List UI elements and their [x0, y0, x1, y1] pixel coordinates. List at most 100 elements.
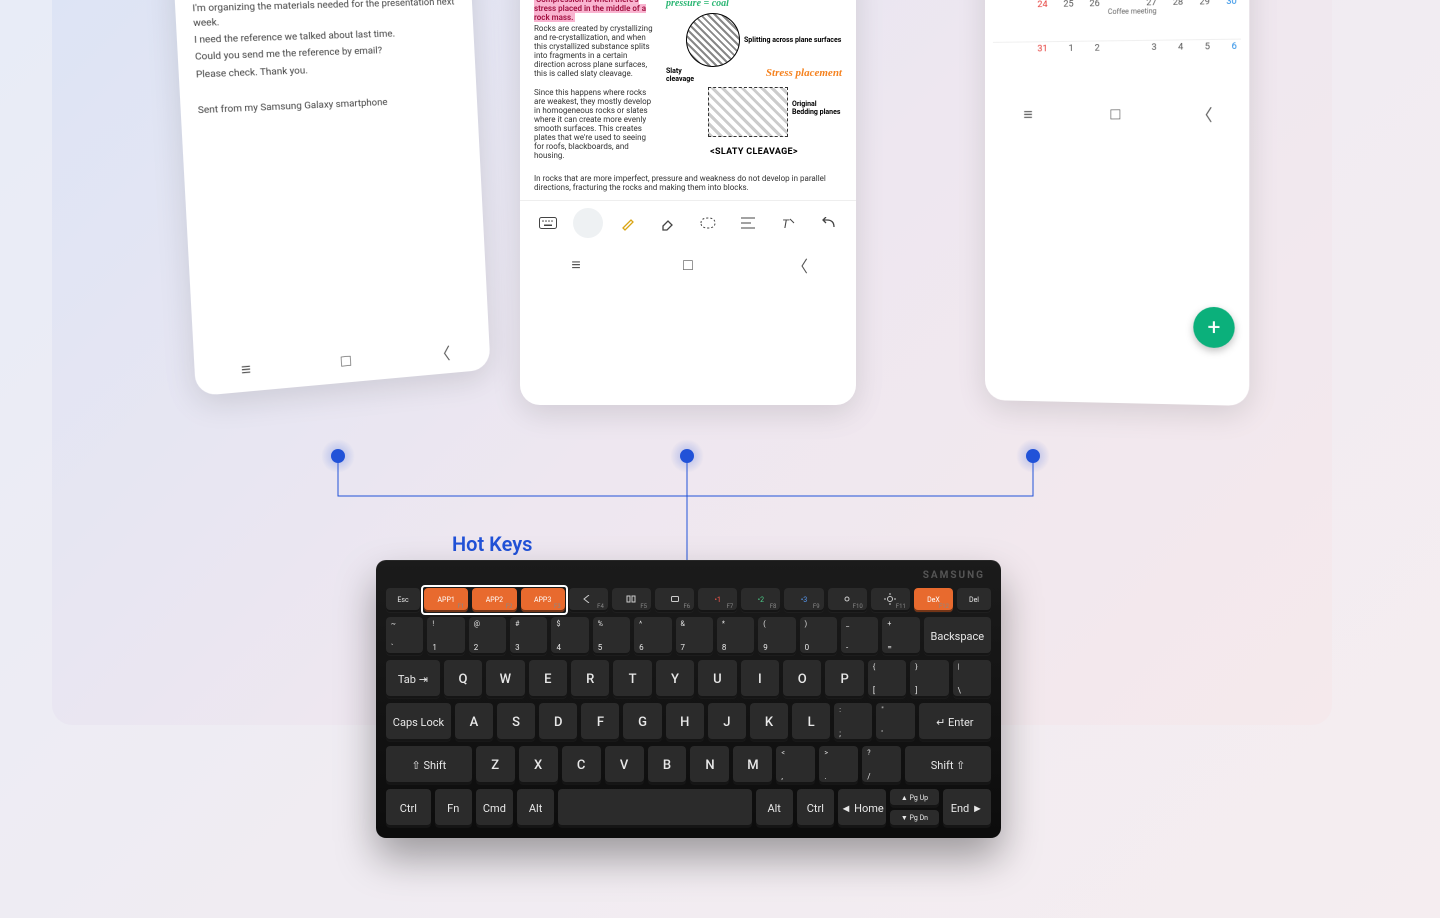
key-alt[interactable]: Alt	[756, 789, 793, 827]
key-r[interactable]: R	[571, 660, 609, 698]
key--3[interactable]: •3F9	[784, 588, 823, 612]
key-w[interactable]: W	[486, 660, 524, 698]
key[interactable]: !1	[427, 617, 464, 655]
key[interactable]: F11	[871, 588, 910, 612]
key-ctrl[interactable]: Ctrl	[386, 789, 431, 827]
calendar-cell[interactable]: 24	[993, 0, 1052, 42]
key-ctrl[interactable]: Ctrl	[797, 789, 834, 827]
key-c[interactable]: C	[562, 746, 601, 784]
calendar-cell[interactable]: 25	[1052, 0, 1078, 41]
calendar-cell[interactable]: 29	[1187, 0, 1214, 39]
key-o[interactable]: O	[783, 660, 821, 698]
key[interactable]: F6	[655, 588, 694, 612]
key-tab-[interactable]: Tab ⇥	[386, 660, 440, 698]
key-alt[interactable]: Alt	[517, 789, 554, 827]
key-a[interactable]: A	[455, 703, 493, 741]
key[interactable]: F5	[612, 588, 651, 612]
recents-icon[interactable]: ≡	[1019, 106, 1037, 124]
key[interactable]: +=	[882, 617, 919, 655]
calendar-cell[interactable]: 28	[1161, 0, 1188, 40]
key--enter[interactable]: ↵ Enter	[919, 703, 991, 741]
key[interactable]: _-	[841, 617, 878, 655]
key[interactable]: @2	[469, 617, 506, 655]
key[interactable]: "'	[876, 703, 914, 741]
key[interactable]: :;	[834, 703, 872, 741]
calendar-cell[interactable]: 27	[1104, 0, 1161, 40]
key-fn[interactable]: Fn	[435, 789, 472, 827]
key-cmd[interactable]: Cmd	[476, 789, 513, 827]
key[interactable]: )0	[800, 617, 837, 655]
tool-eraser-icon[interactable]	[653, 208, 683, 238]
recents-icon[interactable]: ≡	[567, 256, 585, 274]
key-esc[interactable]: Esc	[386, 588, 420, 612]
key[interactable]: <,	[776, 746, 815, 784]
key-h[interactable]: H	[666, 703, 704, 741]
key[interactable]: >.	[819, 746, 858, 784]
tool-text-icon[interactable]: T	[773, 208, 803, 238]
key[interactable]: ?/	[862, 746, 901, 784]
key-k[interactable]: K	[750, 703, 788, 741]
key-app2[interactable]: APP2F2	[472, 588, 516, 612]
calendar-fab-button[interactable]: +	[1193, 307, 1234, 349]
key[interactable]: ^6	[634, 617, 671, 655]
key[interactable]: ~`	[386, 617, 423, 655]
key-v[interactable]: V	[605, 746, 644, 784]
key[interactable]: %5	[593, 617, 630, 655]
calendar-cell[interactable]: 5	[1187, 39, 1214, 84]
key-q[interactable]: Q	[444, 660, 482, 698]
key-e[interactable]: E	[529, 660, 567, 698]
key[interactable]: &7	[676, 617, 713, 655]
key-del[interactable]: Del	[957, 588, 991, 612]
calendar-cell[interactable]: 31	[993, 41, 1052, 86]
home-icon[interactable]: □	[1106, 105, 1124, 123]
tool-lasso-icon[interactable]	[693, 208, 723, 238]
key-backspace[interactable]: Backspace	[924, 617, 991, 655]
calendar-cell[interactable]: 1	[1052, 41, 1078, 86]
back-icon[interactable]: 〈	[1195, 104, 1214, 123]
key-x[interactable]: X	[519, 746, 558, 784]
recents-icon[interactable]: ≡	[236, 360, 256, 380]
key--shift[interactable]: ⇧ Shift	[386, 746, 472, 784]
key-g[interactable]: G	[623, 703, 661, 741]
key-j[interactable]: J	[708, 703, 746, 741]
key-s[interactable]: S	[497, 703, 535, 741]
back-icon[interactable]: 〈	[791, 256, 809, 274]
key[interactable]: }]	[910, 660, 948, 698]
key[interactable]: {[	[868, 660, 906, 698]
key-l[interactable]: L	[792, 703, 830, 741]
key-f[interactable]: F	[581, 703, 619, 741]
key-u[interactable]: U	[698, 660, 736, 698]
key-dex[interactable]: DeXF12	[914, 588, 953, 612]
calendar-cell[interactable]: 4	[1161, 39, 1188, 84]
key-end-[interactable]: End ►	[943, 789, 991, 827]
calendar-grid[interactable]: 17Emily's Birthday!Yoga181920LunchCoffee…	[993, 0, 1241, 86]
calendar-cell[interactable]: 3	[1104, 40, 1161, 85]
home-icon[interactable]: □	[679, 256, 697, 274]
key[interactable]: |\	[953, 660, 991, 698]
key--1[interactable]: •1F7	[698, 588, 737, 612]
key-z[interactable]: Z	[476, 746, 515, 784]
calendar-cell[interactable]: 2	[1078, 40, 1104, 85]
key[interactable]: #3	[510, 617, 547, 655]
key[interactable]	[558, 789, 751, 827]
calendar-cell[interactable]: 26	[1078, 0, 1104, 41]
tool-keyboard-icon[interactable]	[533, 208, 563, 238]
key[interactable]: *8	[717, 617, 754, 655]
calendar-cell[interactable]: 30	[1214, 0, 1241, 39]
back-icon[interactable]: 〈	[433, 343, 452, 363]
tool-highlighter-icon[interactable]	[613, 208, 643, 238]
tool-align-icon[interactable]	[733, 208, 763, 238]
key[interactable]: (9	[758, 617, 795, 655]
tool-undo-icon[interactable]	[813, 208, 843, 238]
key-n[interactable]: N	[690, 746, 729, 784]
tool-pen-icon[interactable]	[573, 208, 603, 238]
key-y[interactable]: Y	[656, 660, 694, 698]
key--2[interactable]: •2F8	[741, 588, 780, 612]
key-t[interactable]: T	[613, 660, 651, 698]
key[interactable]: F10	[828, 588, 867, 612]
key-app3[interactable]: APP3F3	[521, 588, 565, 612]
key--home[interactable]: ◄ Home	[838, 789, 886, 827]
key-shift-[interactable]: Shift ⇧	[905, 746, 991, 784]
key-caps-lock[interactable]: Caps Lock	[386, 703, 451, 741]
home-icon[interactable]: □	[336, 351, 355, 371]
